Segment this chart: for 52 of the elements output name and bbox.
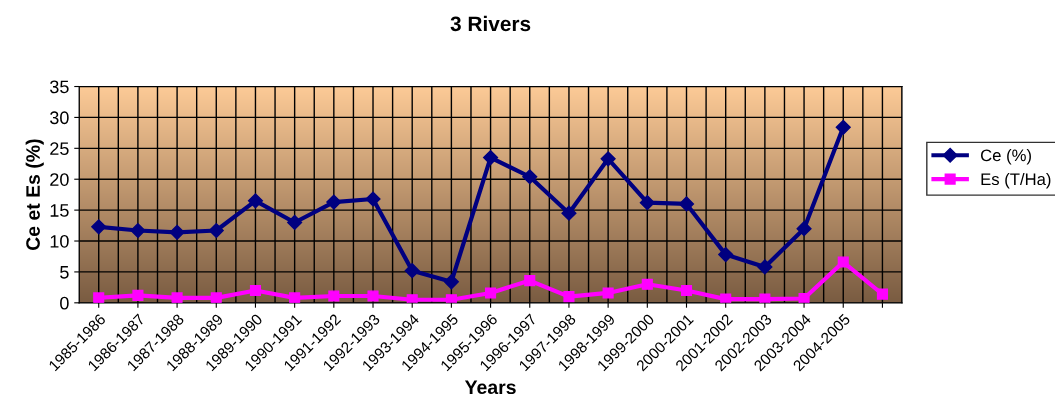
point	[445, 294, 457, 303]
y-tick-label: 25	[50, 142, 69, 156]
chart-title: 3 Rivers	[450, 15, 531, 32]
point	[171, 292, 183, 303]
point	[208, 222, 224, 239]
y-tick-label: 15	[50, 204, 69, 217]
point	[406, 294, 418, 303]
x-axis-title: Years	[464, 380, 516, 395]
y-axis-title: Ce et Es (%)	[25, 139, 44, 251]
point	[132, 289, 144, 301]
point	[443, 274, 459, 290]
y-tick-label: 10	[50, 234, 69, 248]
point	[798, 292, 810, 303]
point	[678, 196, 695, 212]
point	[130, 222, 146, 239]
point	[485, 287, 497, 299]
y-tick-label: 30	[50, 111, 69, 125]
point	[641, 278, 653, 290]
point	[561, 205, 577, 221]
point	[367, 290, 379, 302]
point	[680, 284, 693, 297]
point	[757, 259, 773, 275]
point	[483, 150, 499, 166]
point	[876, 288, 888, 300]
point	[718, 247, 734, 263]
point	[289, 292, 301, 303]
point	[602, 287, 614, 299]
point	[404, 263, 420, 279]
legend-label: Es (T/Ha)	[981, 172, 1051, 189]
y-tick-label: 5	[60, 266, 69, 279]
point	[169, 224, 185, 240]
point	[524, 275, 536, 287]
point	[91, 219, 107, 235]
point	[210, 292, 222, 303]
legend-label: Ce (%)	[981, 149, 1031, 165]
point	[328, 290, 340, 302]
y-tick-label: 35	[50, 80, 69, 94]
point	[247, 193, 264, 209]
point	[326, 194, 342, 210]
point	[563, 291, 575, 303]
point	[796, 221, 812, 237]
point	[249, 284, 262, 297]
point	[522, 169, 538, 185]
point	[600, 151, 616, 167]
y-tick-label: 0	[60, 296, 69, 310]
y-tick-label: 20	[50, 173, 69, 186]
point	[365, 191, 381, 207]
point	[639, 195, 655, 211]
point	[287, 214, 303, 231]
point	[837, 256, 849, 268]
point	[835, 119, 851, 135]
point	[93, 292, 105, 303]
